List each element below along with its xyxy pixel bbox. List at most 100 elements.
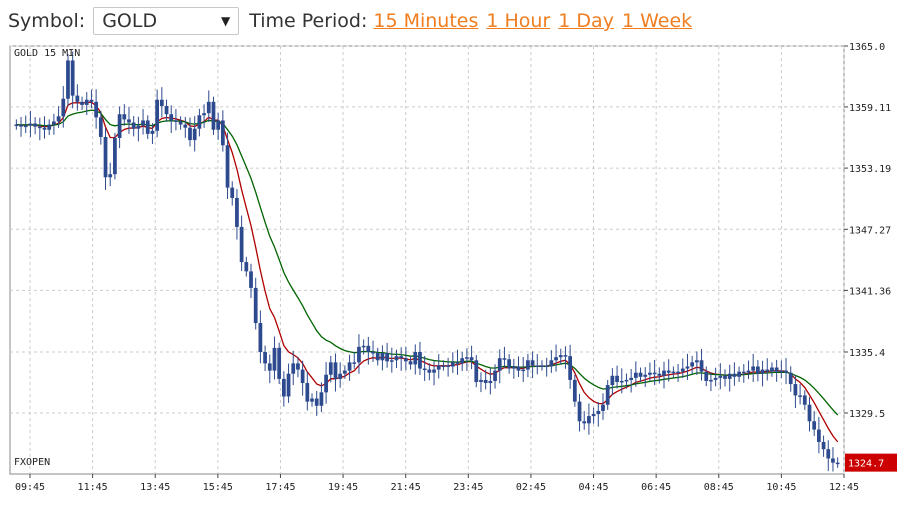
candle: [802, 390, 807, 410]
period-link-1-week[interactable]: 1 Week: [621, 10, 693, 32]
candle-body: [267, 363, 272, 371]
candle-body: [788, 372, 793, 385]
candle: [821, 435, 826, 457]
period-link-1-hour[interactable]: 1 Hour: [486, 10, 551, 32]
candle-body: [291, 363, 296, 374]
candle-body: [230, 187, 235, 198]
candle: [249, 263, 253, 299]
candle-body: [389, 360, 394, 362]
candle: [141, 109, 145, 135]
candle-body: [526, 360, 530, 370]
candle: [605, 379, 610, 410]
candle-body: [450, 362, 455, 367]
candle: [47, 119, 52, 135]
candle: [624, 373, 629, 389]
candle: [648, 362, 652, 382]
candle-body: [366, 345, 371, 353]
candle: [371, 340, 375, 362]
candle-body: [690, 362, 695, 367]
candle-body: [718, 375, 723, 378]
period-link-15-minutes[interactable]: 15 Minutes: [373, 10, 479, 32]
candle: [422, 355, 427, 381]
candle-body: [544, 365, 549, 367]
candle: [526, 353, 530, 378]
candle: [389, 347, 394, 373]
x-axis: 09:45 11:45 13:45 15:45 17:45 19:45 21:45 23:45…: [15, 474, 859, 493]
candle-body: [155, 99, 160, 131]
candle-body: [624, 379, 629, 382]
candle-body: [516, 366, 521, 371]
candle-body: [422, 368, 427, 371]
candle: [680, 358, 685, 379]
symbol-select[interactable]: GOLD ▼: [93, 7, 240, 35]
candle: [333, 353, 338, 392]
candle-body: [216, 120, 221, 130]
candle: [713, 367, 718, 387]
candle-body: [324, 374, 328, 393]
y-axis: 1365.0 1359.11 1353.19 1347.27 1341.36 1335.4…: [844, 42, 891, 420]
candle: [704, 366, 709, 387]
candle-body: [61, 98, 66, 117]
candle: [277, 342, 282, 385]
candle-body: [582, 421, 587, 424]
period-link-1-day[interactable]: 1 Day: [558, 10, 614, 32]
candle-body: [652, 372, 657, 375]
candle-body: [197, 115, 202, 129]
candle-body: [629, 377, 634, 380]
y-tick-label: 1365.0: [849, 42, 885, 53]
x-tick-label: 04:45: [578, 482, 608, 493]
candle-body: [127, 119, 131, 123]
candle: [89, 89, 94, 109]
candle-body: [328, 362, 333, 375]
toolbar: Symbol: GOLD ▼ Time Period: 15 Minutes 1…: [0, 0, 901, 42]
candle: [638, 367, 643, 382]
candle: [765, 358, 770, 381]
candle: [568, 344, 573, 389]
candle-body: [296, 363, 300, 370]
candle-body: [694, 360, 699, 363]
candle: [737, 366, 741, 382]
candle: [727, 364, 732, 392]
candle-body: [164, 105, 169, 115]
candle-body: [75, 95, 80, 102]
candle-body: [615, 375, 619, 382]
candle-body: [596, 410, 601, 415]
candle: [521, 356, 526, 382]
candle-body: [704, 371, 709, 381]
candle: [338, 362, 343, 388]
candle-body: [554, 357, 558, 361]
candle: [122, 104, 127, 126]
candle: [493, 364, 497, 389]
candle: [469, 345, 474, 370]
candle: [511, 358, 516, 379]
candle: [230, 181, 235, 206]
candle: [113, 132, 117, 180]
candle-body: [460, 358, 465, 364]
x-tick-label: 15:45: [203, 482, 233, 493]
y-tick-label: 1335.4: [849, 348, 885, 359]
candle: [394, 349, 399, 368]
candle-body: [192, 128, 197, 141]
candle: [239, 215, 244, 271]
candle-body: [319, 392, 324, 406]
candle-body: [404, 358, 408, 362]
candle: [310, 393, 314, 407]
candle: [108, 162, 113, 187]
plot-frame: [9, 45, 845, 475]
candle-body: [784, 370, 788, 373]
candle: [788, 366, 793, 392]
candle: [798, 384, 802, 405]
candle-body: [633, 372, 638, 378]
candle: [441, 360, 446, 371]
candle-body: [746, 370, 751, 373]
candle-body: [568, 356, 573, 380]
ma-slow-line: [16, 109, 839, 416]
candle-body: [178, 121, 183, 125]
candle: [413, 344, 418, 375]
candle-body: [737, 371, 741, 377]
candle: [258, 310, 263, 364]
y-tick-label: 1347.27: [849, 225, 891, 236]
candle: [577, 393, 582, 432]
candle: [558, 348, 563, 365]
candle-body: [56, 116, 61, 122]
